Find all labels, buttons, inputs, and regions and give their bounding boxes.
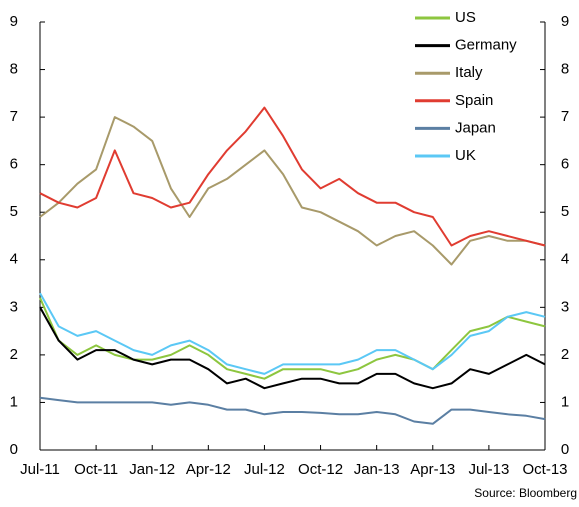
legend-label: Germany [455, 37, 517, 54]
x-tick-label: Oct-13 [522, 461, 567, 478]
y-tick-label: 1 [10, 393, 18, 410]
x-tick-label: Jul-12 [244, 461, 285, 478]
y2-tick-label: 3 [561, 298, 569, 315]
y2-tick-label: 2 [561, 346, 569, 363]
x-tick-label: Jul-13 [468, 461, 509, 478]
y-tick-label: 4 [10, 251, 18, 268]
y2-tick-label: 0 [561, 441, 569, 458]
series-line [39, 306, 546, 390]
series-line [39, 292, 546, 375]
y2-tick-label: 7 [561, 108, 569, 125]
y2-tick-label: 6 [561, 156, 569, 173]
x-tick-label: Jan-13 [354, 461, 400, 478]
x-tick-label: Apr-12 [186, 461, 231, 478]
y-tick-label: 0 [10, 441, 18, 458]
series-line [39, 396, 546, 425]
series-line [39, 116, 546, 266]
y2-tick-label: 9 [561, 13, 569, 30]
legend-label: Italy [455, 64, 483, 81]
y2-tick-label: 4 [561, 251, 569, 268]
source-note: Source: Bloomberg [474, 486, 577, 500]
y2-tick-label: 5 [561, 203, 569, 220]
x-tick-label: Jul-11 [20, 461, 60, 478]
legend-label: US [455, 9, 476, 26]
legend-label: Japan [455, 119, 496, 136]
y-tick-label: 3 [10, 298, 18, 315]
legend-label: UK [455, 147, 476, 164]
y-tick-label: 2 [10, 346, 18, 363]
x-tick-label: Oct-12 [298, 461, 343, 478]
y2-tick-label: 1 [561, 393, 569, 410]
legend-label: Spain [455, 92, 493, 109]
y-tick-label: 8 [10, 61, 18, 78]
y-tick-label: 5 [10, 203, 18, 220]
y2-tick-label: 8 [561, 61, 569, 78]
y-tick-label: 9 [10, 13, 18, 30]
x-tick-label: Oct-11 [74, 461, 118, 478]
y-tick-label: 6 [10, 156, 18, 173]
series-line [39, 297, 546, 380]
series-line [39, 106, 546, 247]
y-tick-label: 7 [10, 108, 18, 125]
x-tick-label: Apr-13 [410, 461, 455, 478]
x-tick-label: Jan-12 [129, 461, 175, 478]
